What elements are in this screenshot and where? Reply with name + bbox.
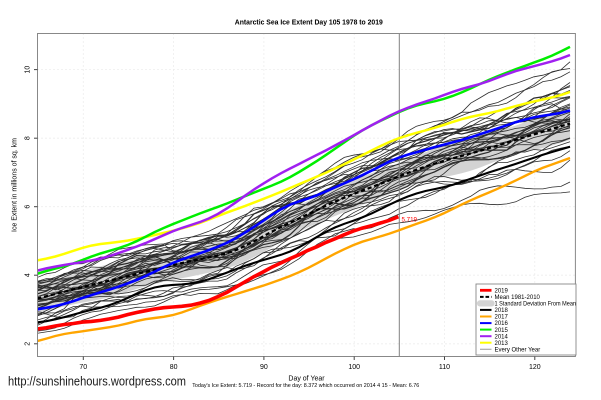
svg-text:Today's Ice Extent: 5.719 - R: Today's Ice Extent: 5.719 - Record for t… [192, 383, 419, 389]
svg-text:6: 6 [25, 205, 32, 209]
svg-text:100: 100 [348, 364, 360, 371]
svg-text:2018: 2018 [495, 308, 509, 314]
svg-text:Mean 1981-2010: Mean 1981-2010 [495, 295, 541, 301]
svg-text:110: 110 [439, 364, 450, 371]
svg-text:2016: 2016 [495, 321, 509, 327]
svg-text:2: 2 [25, 342, 32, 346]
svg-text:5.719: 5.719 [402, 217, 418, 224]
svg-text:Every Other Year: Every Other Year [495, 347, 541, 353]
svg-text:2017: 2017 [495, 315, 509, 321]
svg-text:1 Standard Deviation From Mean: 1 Standard Deviation From Mean [495, 302, 577, 308]
svg-text:4: 4 [25, 273, 32, 277]
svg-text:Antarctic Sea Ice Extent Day 1: Antarctic Sea Ice Extent Day 105 1978 to… [235, 17, 383, 26]
svg-text:120: 120 [529, 364, 541, 371]
svg-text:http://sunshinehours.wordpress: http://sunshinehours.wordpress.com [8, 375, 186, 389]
svg-text:8: 8 [25, 136, 32, 140]
svg-text:2014: 2014 [495, 334, 509, 340]
svg-text:2013: 2013 [495, 341, 509, 347]
svg-text:90: 90 [260, 364, 268, 371]
svg-text:2015: 2015 [495, 328, 509, 334]
svg-text:10: 10 [25, 66, 32, 74]
svg-text:Ice Extent in millions of sq.: Ice Extent in millions of sq. km [12, 138, 19, 232]
svg-text:2019: 2019 [495, 289, 509, 295]
svg-text:70: 70 [79, 364, 87, 371]
svg-text:Day of Year: Day of Year [288, 376, 325, 383]
svg-text:80: 80 [170, 364, 178, 371]
